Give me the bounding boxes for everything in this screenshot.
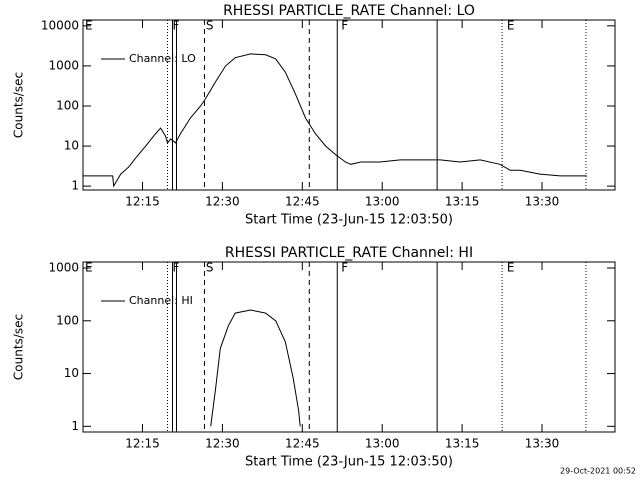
y-tick-label: 1000 (48, 58, 79, 72)
x-tick-label: 12:45 (285, 437, 320, 451)
x-tick-label: 13:15 (445, 437, 480, 451)
event-label: F (341, 19, 348, 33)
x-axis-label: Start Time (23-Jun-15 12:03:50) (245, 455, 453, 470)
x-tick-label: 12:45 (285, 195, 320, 209)
x-tick-label: 12:15 (125, 437, 160, 451)
event-label: E (507, 19, 515, 33)
y-tick-label: 1000 (48, 261, 79, 275)
x-tick-label: 13:00 (365, 195, 400, 209)
y-tick-label: 10 (64, 139, 79, 153)
y-tick-label: 100 (56, 313, 79, 327)
data-line (83, 53, 587, 188)
x-tick-label: 12:30 (205, 195, 240, 209)
event-label: F (172, 19, 179, 33)
x-tick-label: 13:30 (525, 195, 560, 209)
x-tick-label: 13:30 (525, 437, 560, 451)
plot-frame (82, 19, 616, 191)
event-label: E (507, 261, 515, 275)
legend-label: Channel: HI (129, 294, 193, 307)
event-label: E (85, 261, 93, 275)
event-label: S (206, 261, 214, 275)
event-label: F (172, 261, 179, 275)
event-label: S (206, 19, 214, 33)
y-tick-label: 10000 (41, 18, 79, 32)
y-tick-label: 100 (56, 98, 79, 112)
y-axis-label: Counts/sec (12, 314, 26, 380)
x-tick-label: 12:15 (125, 195, 160, 209)
event-label: F (341, 261, 348, 275)
x-tick-label: 13:00 (365, 437, 400, 451)
event-label: E (85, 19, 93, 33)
data-line (210, 309, 301, 427)
chart-title: RHESSI PARTICLE_RATE Channel: HI (225, 245, 473, 261)
x-tick-label: 12:30 (205, 437, 240, 451)
chart-title: RHESSI PARTICLE_RATE Channel: LO (223, 3, 475, 19)
y-axis-label: Counts/sec (12, 72, 26, 138)
y-tick-label: 1 (71, 179, 79, 193)
x-tick-label: 13:15 (445, 195, 480, 209)
x-axis-label: Start Time (23-Jun-15 12:03:50) (245, 213, 453, 228)
footer: 29-Oct-2021 00:52 (560, 467, 636, 476)
legend-label: Channel: LO (129, 52, 196, 65)
y-tick-label: 10 (64, 366, 79, 380)
y-tick-label: 1 (71, 419, 79, 433)
plot-frame (82, 261, 616, 433)
